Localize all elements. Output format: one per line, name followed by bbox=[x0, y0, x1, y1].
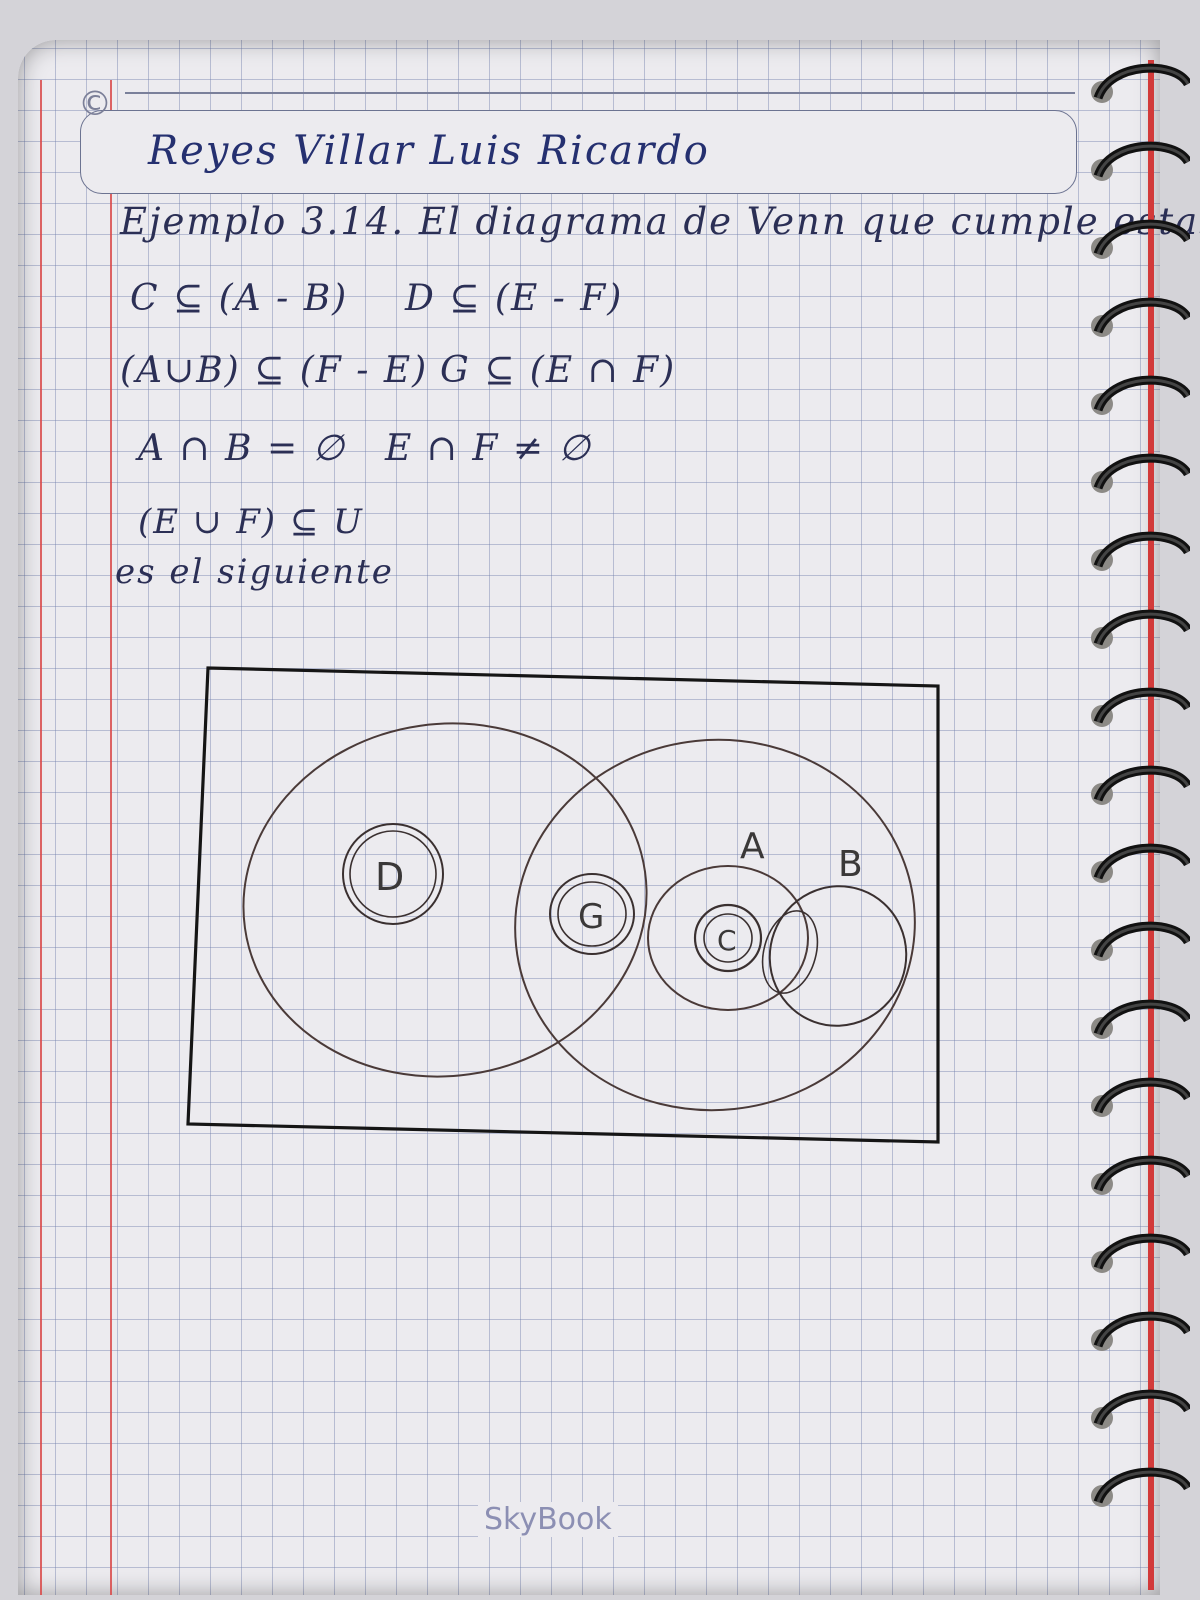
label-a: A bbox=[740, 826, 765, 867]
label-d: D bbox=[375, 855, 404, 899]
condition-1: C ⊆ (A - B) bbox=[130, 278, 349, 319]
student-name: Reyes Villar Luis Ricardo bbox=[148, 128, 710, 174]
condition-6: E ∩ F ≠ ∅ bbox=[385, 428, 592, 469]
spiral-binding bbox=[1080, 60, 1190, 1590]
set-a-circle bbox=[647, 865, 809, 1011]
header-rule bbox=[125, 92, 1075, 94]
condition-5: A ∩ B = ∅ bbox=[138, 428, 346, 469]
set-g-circle-outer bbox=[549, 873, 635, 955]
condition-4: G ⊆ (E ∩ F) bbox=[440, 350, 677, 391]
universe-rectangle bbox=[186, 666, 940, 1144]
notebook-page bbox=[18, 40, 1160, 1595]
condition-3: (A∪B) ⊆ (F - E) bbox=[120, 350, 429, 391]
set-e-circle bbox=[242, 722, 648, 1078]
label-g: G bbox=[578, 897, 604, 937]
set-b-circle-outer bbox=[768, 885, 908, 1027]
set-d-circle-outer bbox=[342, 823, 444, 925]
set-c-circle-inner bbox=[703, 913, 753, 963]
closing-text: es el siguiente bbox=[115, 552, 394, 592]
set-b-circle-inner bbox=[761, 910, 819, 994]
set-c-circle-outer bbox=[693, 903, 763, 973]
label-c: C bbox=[717, 924, 737, 957]
condition-2: D ⊆ (E - F) bbox=[405, 278, 624, 319]
red-margin-line-outer bbox=[40, 80, 42, 1595]
set-g-circle-inner bbox=[557, 881, 627, 947]
red-margin-line bbox=[110, 80, 112, 1595]
exercise-title: Ejemplo 3.14. El diagrama de Venn que cu… bbox=[120, 200, 1200, 243]
condition-7: (E ∪ F) ⊆ U bbox=[138, 502, 364, 542]
set-f-circle bbox=[514, 738, 916, 1112]
copyright-mark: © bbox=[78, 84, 112, 124]
label-b: B bbox=[838, 844, 863, 885]
set-d-circle-inner bbox=[349, 830, 437, 918]
name-header-box bbox=[80, 110, 1077, 194]
notebook-brand-logo: SkyBook bbox=[478, 1502, 618, 1537]
